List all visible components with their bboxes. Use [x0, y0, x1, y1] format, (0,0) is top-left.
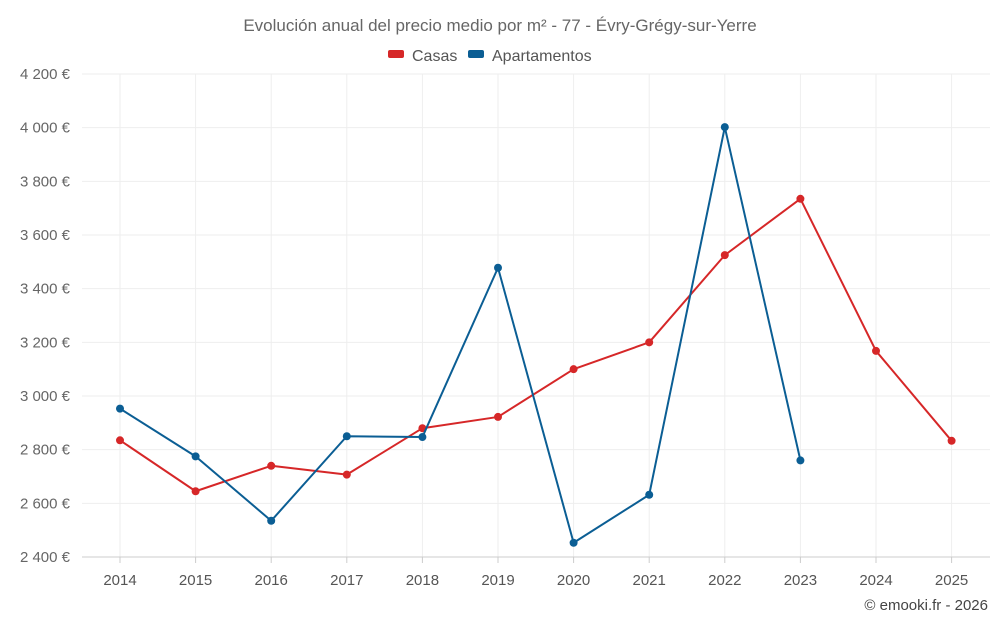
axes: 2 400 € 2 600 € 2 800 € 3 000 € 3 200 € 3 400…	[20, 66, 990, 589]
y-tick-label: 2 400 €	[20, 549, 71, 566]
data-point[interactable]	[343, 471, 351, 479]
x-tick-label: 2025	[935, 572, 968, 589]
legend-item-casas[interactable]: Casas	[388, 48, 457, 65]
legend-swatch	[388, 50, 404, 58]
legend-label: Casas	[412, 48, 457, 65]
data-point[interactable]	[494, 413, 502, 421]
data-point[interactable]	[343, 432, 351, 440]
data-point[interactable]	[796, 456, 804, 464]
y-tick-label: 3 200 €	[20, 334, 71, 351]
y-tick-label: 3 000 €	[20, 388, 71, 405]
data-point[interactable]	[948, 437, 956, 445]
y-tick-label: 4 000 €	[20, 120, 71, 137]
data-point[interactable]	[116, 436, 124, 444]
series-line	[120, 199, 952, 491]
data-point[interactable]	[192, 452, 200, 460]
x-tick-label: 2016	[255, 572, 288, 589]
data-point[interactable]	[570, 539, 578, 547]
x-tick-label: 2023	[784, 572, 817, 589]
legend-item-apartamentos[interactable]: Apartamentos	[468, 48, 592, 65]
x-tick-label: 2017	[330, 572, 363, 589]
y-tick-label: 4 200 €	[20, 66, 71, 83]
series-line	[120, 127, 800, 543]
data-point[interactable]	[645, 338, 653, 346]
x-tick-label: 2020	[557, 572, 590, 589]
data-point[interactable]	[116, 405, 124, 413]
data-point[interactable]	[570, 365, 578, 373]
y-tick-label: 2 800 €	[20, 442, 71, 459]
data-point[interactable]	[721, 123, 729, 131]
series-casas	[116, 195, 956, 495]
data-point[interactable]	[192, 487, 200, 495]
x-tick-label: 2024	[859, 572, 892, 589]
x-tick-label: 2018	[406, 572, 439, 589]
copyright-note: © emooki.fr - 2026	[864, 597, 988, 614]
y-tick-label: 3 600 €	[20, 227, 71, 244]
data-point[interactable]	[645, 491, 653, 499]
data-point[interactable]	[418, 433, 426, 441]
x-tick-label: 2022	[708, 572, 741, 589]
data-point[interactable]	[267, 517, 275, 525]
series-group	[116, 123, 956, 547]
line-chart: Evolución anual del precio medio por m² …	[0, 0, 1000, 625]
data-point[interactable]	[494, 264, 502, 272]
chart-title: Evolución anual del precio medio por m² …	[243, 16, 756, 35]
y-tick-label: 3 400 €	[20, 281, 71, 298]
x-tick-label: 2015	[179, 572, 212, 589]
x-tick-label: 2019	[481, 572, 514, 589]
data-point[interactable]	[872, 347, 880, 355]
data-point[interactable]	[796, 195, 804, 203]
y-tick-label: 3 800 €	[20, 173, 71, 190]
legend-swatch	[468, 50, 484, 58]
data-point[interactable]	[267, 462, 275, 470]
x-tick-label: 2014	[103, 572, 136, 589]
legend-label: Apartamentos	[492, 48, 592, 65]
y-tick-label: 2 600 €	[20, 495, 71, 512]
x-tick-label: 2021	[633, 572, 666, 589]
data-point[interactable]	[721, 251, 729, 259]
legend[interactable]: Casas Apartamentos	[388, 48, 592, 65]
